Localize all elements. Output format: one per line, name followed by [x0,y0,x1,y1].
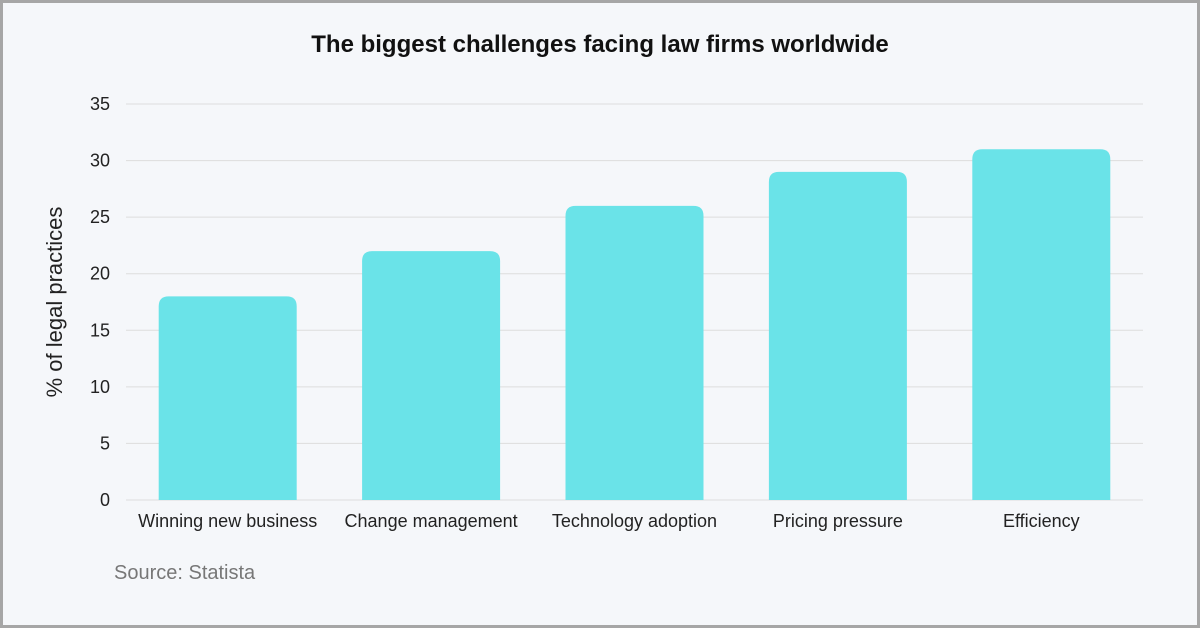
x-tick-label: Change management [345,511,518,531]
x-tick-label: Efficiency [1003,511,1080,531]
y-tick-label: 30 [90,151,110,171]
y-tick-label: 35 [90,94,110,114]
x-tick-label: Winning new business [138,511,317,531]
bar [565,205,704,501]
bar [972,149,1111,500]
bar [362,251,501,500]
y-axis-label: % of legal practices [42,207,67,398]
bar-chart: 0 5 10 15 20 25 30 35 Winning new business Change… [42,94,1143,531]
y-tick-label: 25 [90,207,110,227]
y-tick-label: 15 [90,320,110,340]
y-tick-label: 0 [100,490,110,510]
y-tick-label: 5 [100,433,110,453]
source-note: Source: Statista [114,562,256,584]
bar [158,296,297,500]
x-tick-label: Pricing pressure [773,511,903,531]
y-tick-label: 10 [90,377,110,397]
y-tick-label: 20 [90,264,110,284]
chart-title: The biggest challenges facing law firms … [311,31,889,58]
bar [768,171,907,500]
x-tick-label: Technology adoption [552,511,717,531]
